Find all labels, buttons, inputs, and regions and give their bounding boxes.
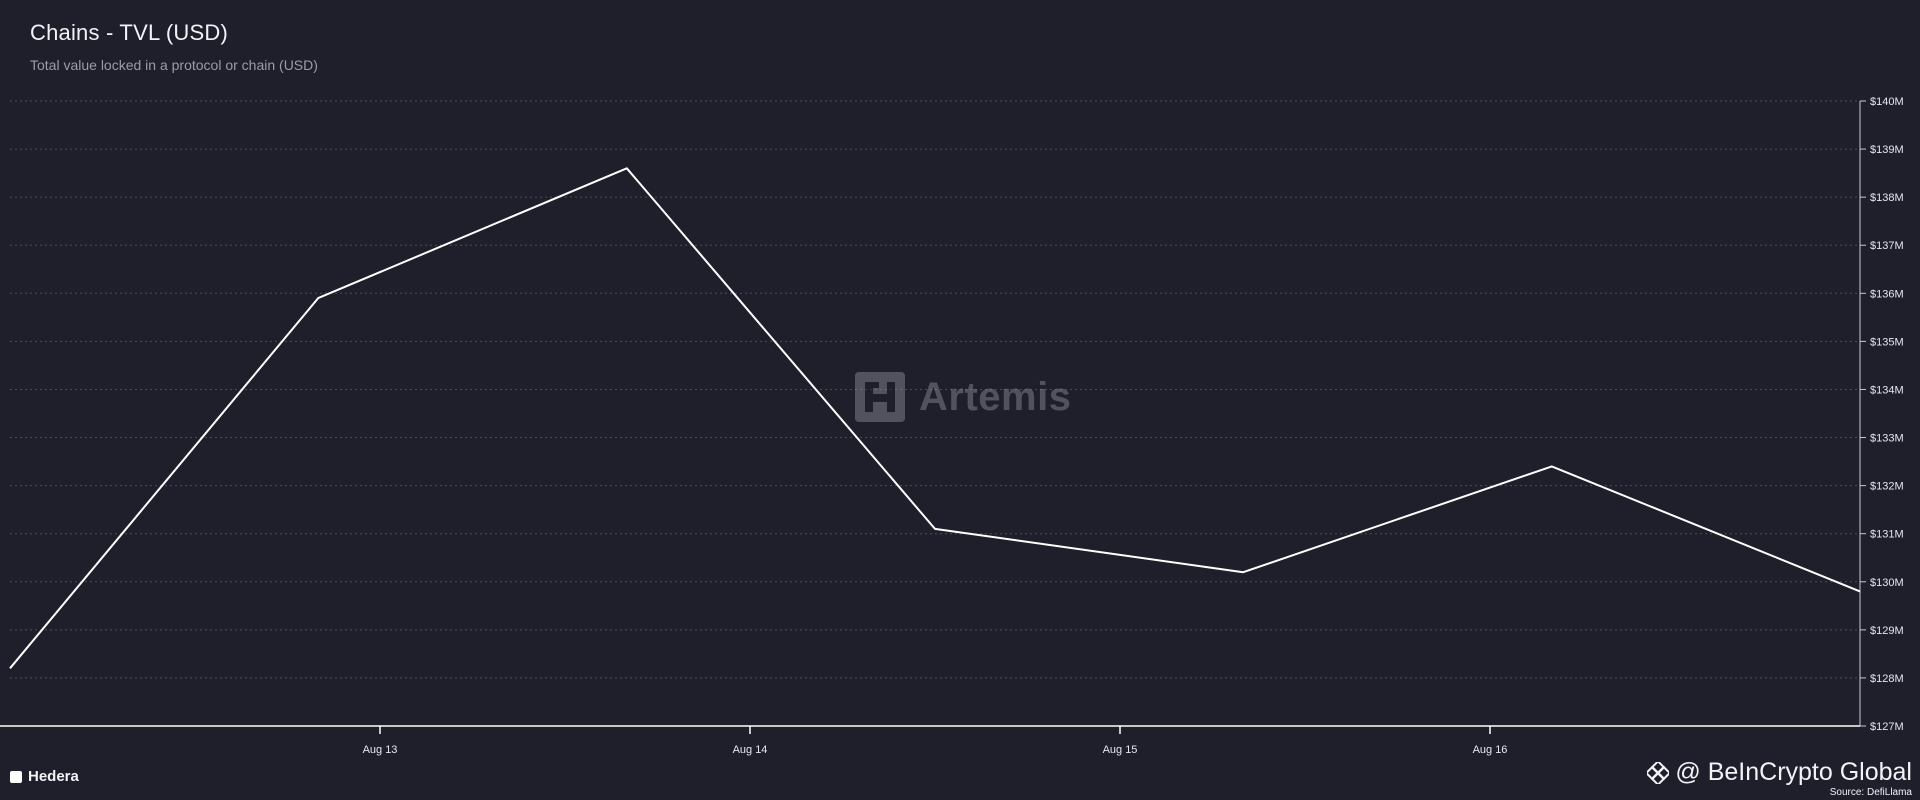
y-tick-label: $128M — [1870, 673, 1904, 685]
series-line-hedera[interactable] — [9, 167, 1861, 669]
beincrypto-branding: @ BeInCrypto Global — [1645, 758, 1912, 787]
grid-lines — [10, 100, 1860, 679]
y-tick-label: $137M — [1870, 240, 1904, 252]
legend-swatch-hedera — [10, 770, 22, 783]
x-tick-label: Aug 16 — [1473, 744, 1508, 756]
y-tick-label: $127M — [1870, 721, 1904, 733]
x-tick-label: Aug 14 — [733, 744, 768, 756]
beincrypto-diamond-icon — [1645, 759, 1672, 786]
x-axis: Aug 13 Aug 14 Aug 15 Aug 16 — [0, 725, 1860, 756]
beincrypto-text: @ BeInCrypto Global — [1675, 758, 1912, 786]
x-tick-label: Aug 13 — [363, 744, 398, 756]
y-tick-label: $139M — [1870, 144, 1904, 156]
artemis-watermark: Artemis — [855, 372, 1071, 422]
chart-title: Chains - TVL (USD) — [30, 20, 228, 45]
y-tick-label: $135M — [1870, 336, 1904, 348]
y-tick-label: $130M — [1870, 577, 1904, 589]
x-tick-label: Aug 15 — [1103, 744, 1138, 756]
y-tick-label: $129M — [1870, 625, 1904, 637]
artemis-watermark-text: Artemis — [919, 374, 1072, 419]
source-note: Source: DefiLlama — [1829, 787, 1912, 798]
legend[interactable]: Hedera — [10, 768, 79, 785]
y-axis: $127M $128M $129M $130M $131M $132M $133M $134M… — [1859, 96, 1904, 733]
artemis-logo-icon — [855, 372, 905, 422]
y-tick-label: $134M — [1870, 384, 1904, 396]
y-tick-label: $136M — [1870, 288, 1904, 300]
series-layer — [9, 167, 1861, 669]
chart-subtitle: Total value locked in a protocol or chai… — [30, 57, 318, 73]
y-tick-label: $131M — [1870, 529, 1904, 541]
y-tick-label: $132M — [1870, 481, 1904, 493]
y-tick-label: $138M — [1870, 192, 1904, 204]
legend-label-hedera: Hedera — [28, 768, 79, 785]
y-tick-label: $140M — [1870, 96, 1904, 108]
y-tick-label: $133M — [1870, 433, 1904, 445]
